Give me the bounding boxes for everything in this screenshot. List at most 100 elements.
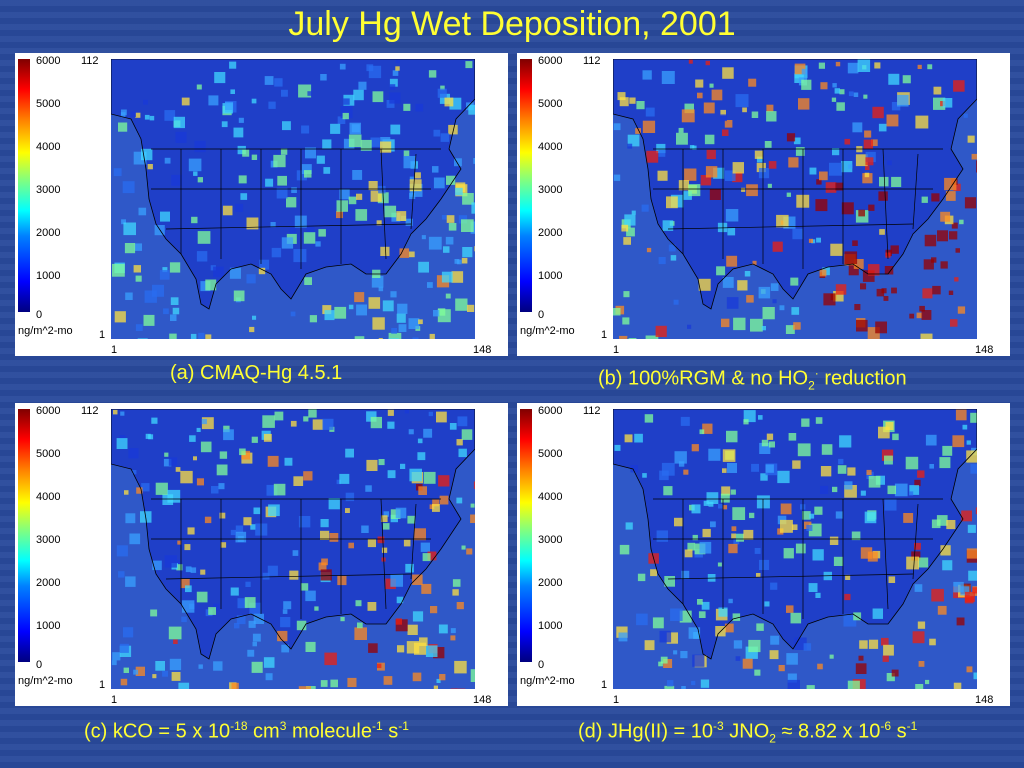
deposition-cell	[441, 215, 447, 220]
deposition-cell	[452, 589, 459, 596]
deposition-cell	[470, 669, 475, 682]
deposition-cell	[345, 508, 350, 513]
deposition-cell	[184, 544, 191, 551]
deposition-cell	[395, 618, 402, 625]
deposition-cell	[957, 306, 966, 314]
deposition-cell	[751, 111, 759, 118]
deposition-cell	[670, 255, 677, 261]
deposition-cell	[409, 179, 422, 192]
deposition-cell	[119, 643, 129, 653]
deposition-cell	[872, 106, 884, 119]
deposition-cell	[400, 463, 406, 469]
caption-d: (d) JHg(II) = 10-3 JNO2 ≈ 8.82 x 10-6 s-…	[578, 713, 917, 752]
deposition-cell	[844, 481, 853, 490]
deposition-cell	[366, 459, 378, 471]
deposition-cell	[884, 266, 894, 275]
deposition-cell	[798, 98, 810, 110]
deposition-cell	[725, 209, 739, 222]
deposition-cell	[237, 598, 248, 609]
deposition-cell	[819, 171, 828, 181]
deposition-cell	[717, 562, 722, 567]
deposition-cell	[281, 237, 294, 249]
deposition-cell	[457, 416, 468, 427]
deposition-cell	[274, 78, 283, 87]
deposition-cell	[387, 470, 396, 479]
deposition-cell	[135, 324, 143, 331]
deposition-cell	[678, 461, 685, 467]
deposition-cell	[446, 175, 456, 185]
deposition-cell	[779, 305, 785, 311]
deposition-cell	[687, 542, 696, 551]
deposition-cell	[397, 303, 408, 314]
deposition-cell	[768, 161, 777, 169]
deposition-cell	[229, 267, 241, 279]
deposition-cell	[929, 464, 934, 469]
deposition-cell	[436, 678, 441, 683]
political-borders	[111, 59, 475, 310]
deposition-cell	[705, 166, 718, 178]
deposition-cell	[721, 486, 731, 496]
deposition-cell	[417, 438, 423, 444]
deposition-cell	[193, 171, 198, 176]
deposition-cell	[151, 417, 158, 424]
deposition-cell	[355, 600, 362, 607]
deposition-cell	[213, 603, 220, 611]
deposition-cell	[339, 473, 350, 484]
deposition-cell	[315, 241, 321, 247]
deposition-cell	[277, 175, 287, 186]
deposition-cell	[418, 486, 427, 495]
deposition-cell	[621, 224, 629, 232]
deposition-cell	[732, 172, 743, 183]
deposition-cell	[262, 415, 275, 428]
deposition-cell	[864, 172, 870, 178]
deposition-cell	[892, 433, 899, 441]
deposition-cell	[403, 103, 411, 111]
deposition-cell	[328, 498, 340, 510]
deposition-cell	[835, 284, 847, 295]
deposition-cell	[403, 150, 410, 157]
deposition-cell	[697, 92, 703, 99]
deposition-cell	[764, 601, 770, 607]
deposition-cell	[267, 455, 279, 467]
deposition-cell	[305, 147, 316, 159]
deposition-cell	[756, 495, 770, 509]
deposition-cell	[283, 601, 292, 610]
colorbar-tick: 3000	[538, 534, 563, 546]
deposition-cell	[888, 576, 896, 583]
deposition-cell	[412, 611, 424, 622]
colorbar-tick: 3000	[36, 184, 61, 196]
y-axis-min-label: 1	[99, 329, 106, 341]
deposition-cell	[318, 229, 326, 237]
colorbar-tick: 0	[36, 659, 43, 671]
deposition-cell	[116, 438, 128, 449]
deposition-cell	[383, 676, 393, 685]
deposition-cell	[818, 62, 825, 69]
slide-title: July Hg Wet Deposition, 2001	[288, 5, 736, 43]
deposition-cell	[874, 62, 881, 69]
deposition-cell	[884, 498, 897, 511]
deposition-cell	[377, 536, 385, 544]
y-axis-max-label: 112	[81, 55, 99, 67]
caption-superscript: -1	[906, 719, 918, 733]
deposition-cell	[273, 483, 286, 496]
deposition-cell	[467, 304, 475, 312]
border-line	[912, 503, 919, 580]
deposition-cell	[240, 193, 248, 200]
deposition-cell	[173, 639, 178, 644]
deposition-cell	[718, 607, 728, 617]
deposition-cell	[780, 503, 792, 515]
deposition-cell	[852, 240, 858, 246]
deposition-cell	[252, 315, 257, 320]
deposition-cell	[857, 59, 871, 72]
deposition-cell	[277, 630, 288, 642]
deposition-cell	[642, 70, 652, 80]
deposition-cell	[731, 526, 737, 532]
deposition-cell	[118, 571, 125, 578]
deposition-cell	[964, 197, 977, 209]
deposition-cell	[855, 663, 867, 674]
deposition-cell	[438, 624, 448, 634]
deposition-cell	[858, 655, 864, 661]
deposition-cell	[389, 92, 401, 104]
deposition-cell	[691, 504, 701, 514]
deposition-cell	[759, 442, 771, 454]
